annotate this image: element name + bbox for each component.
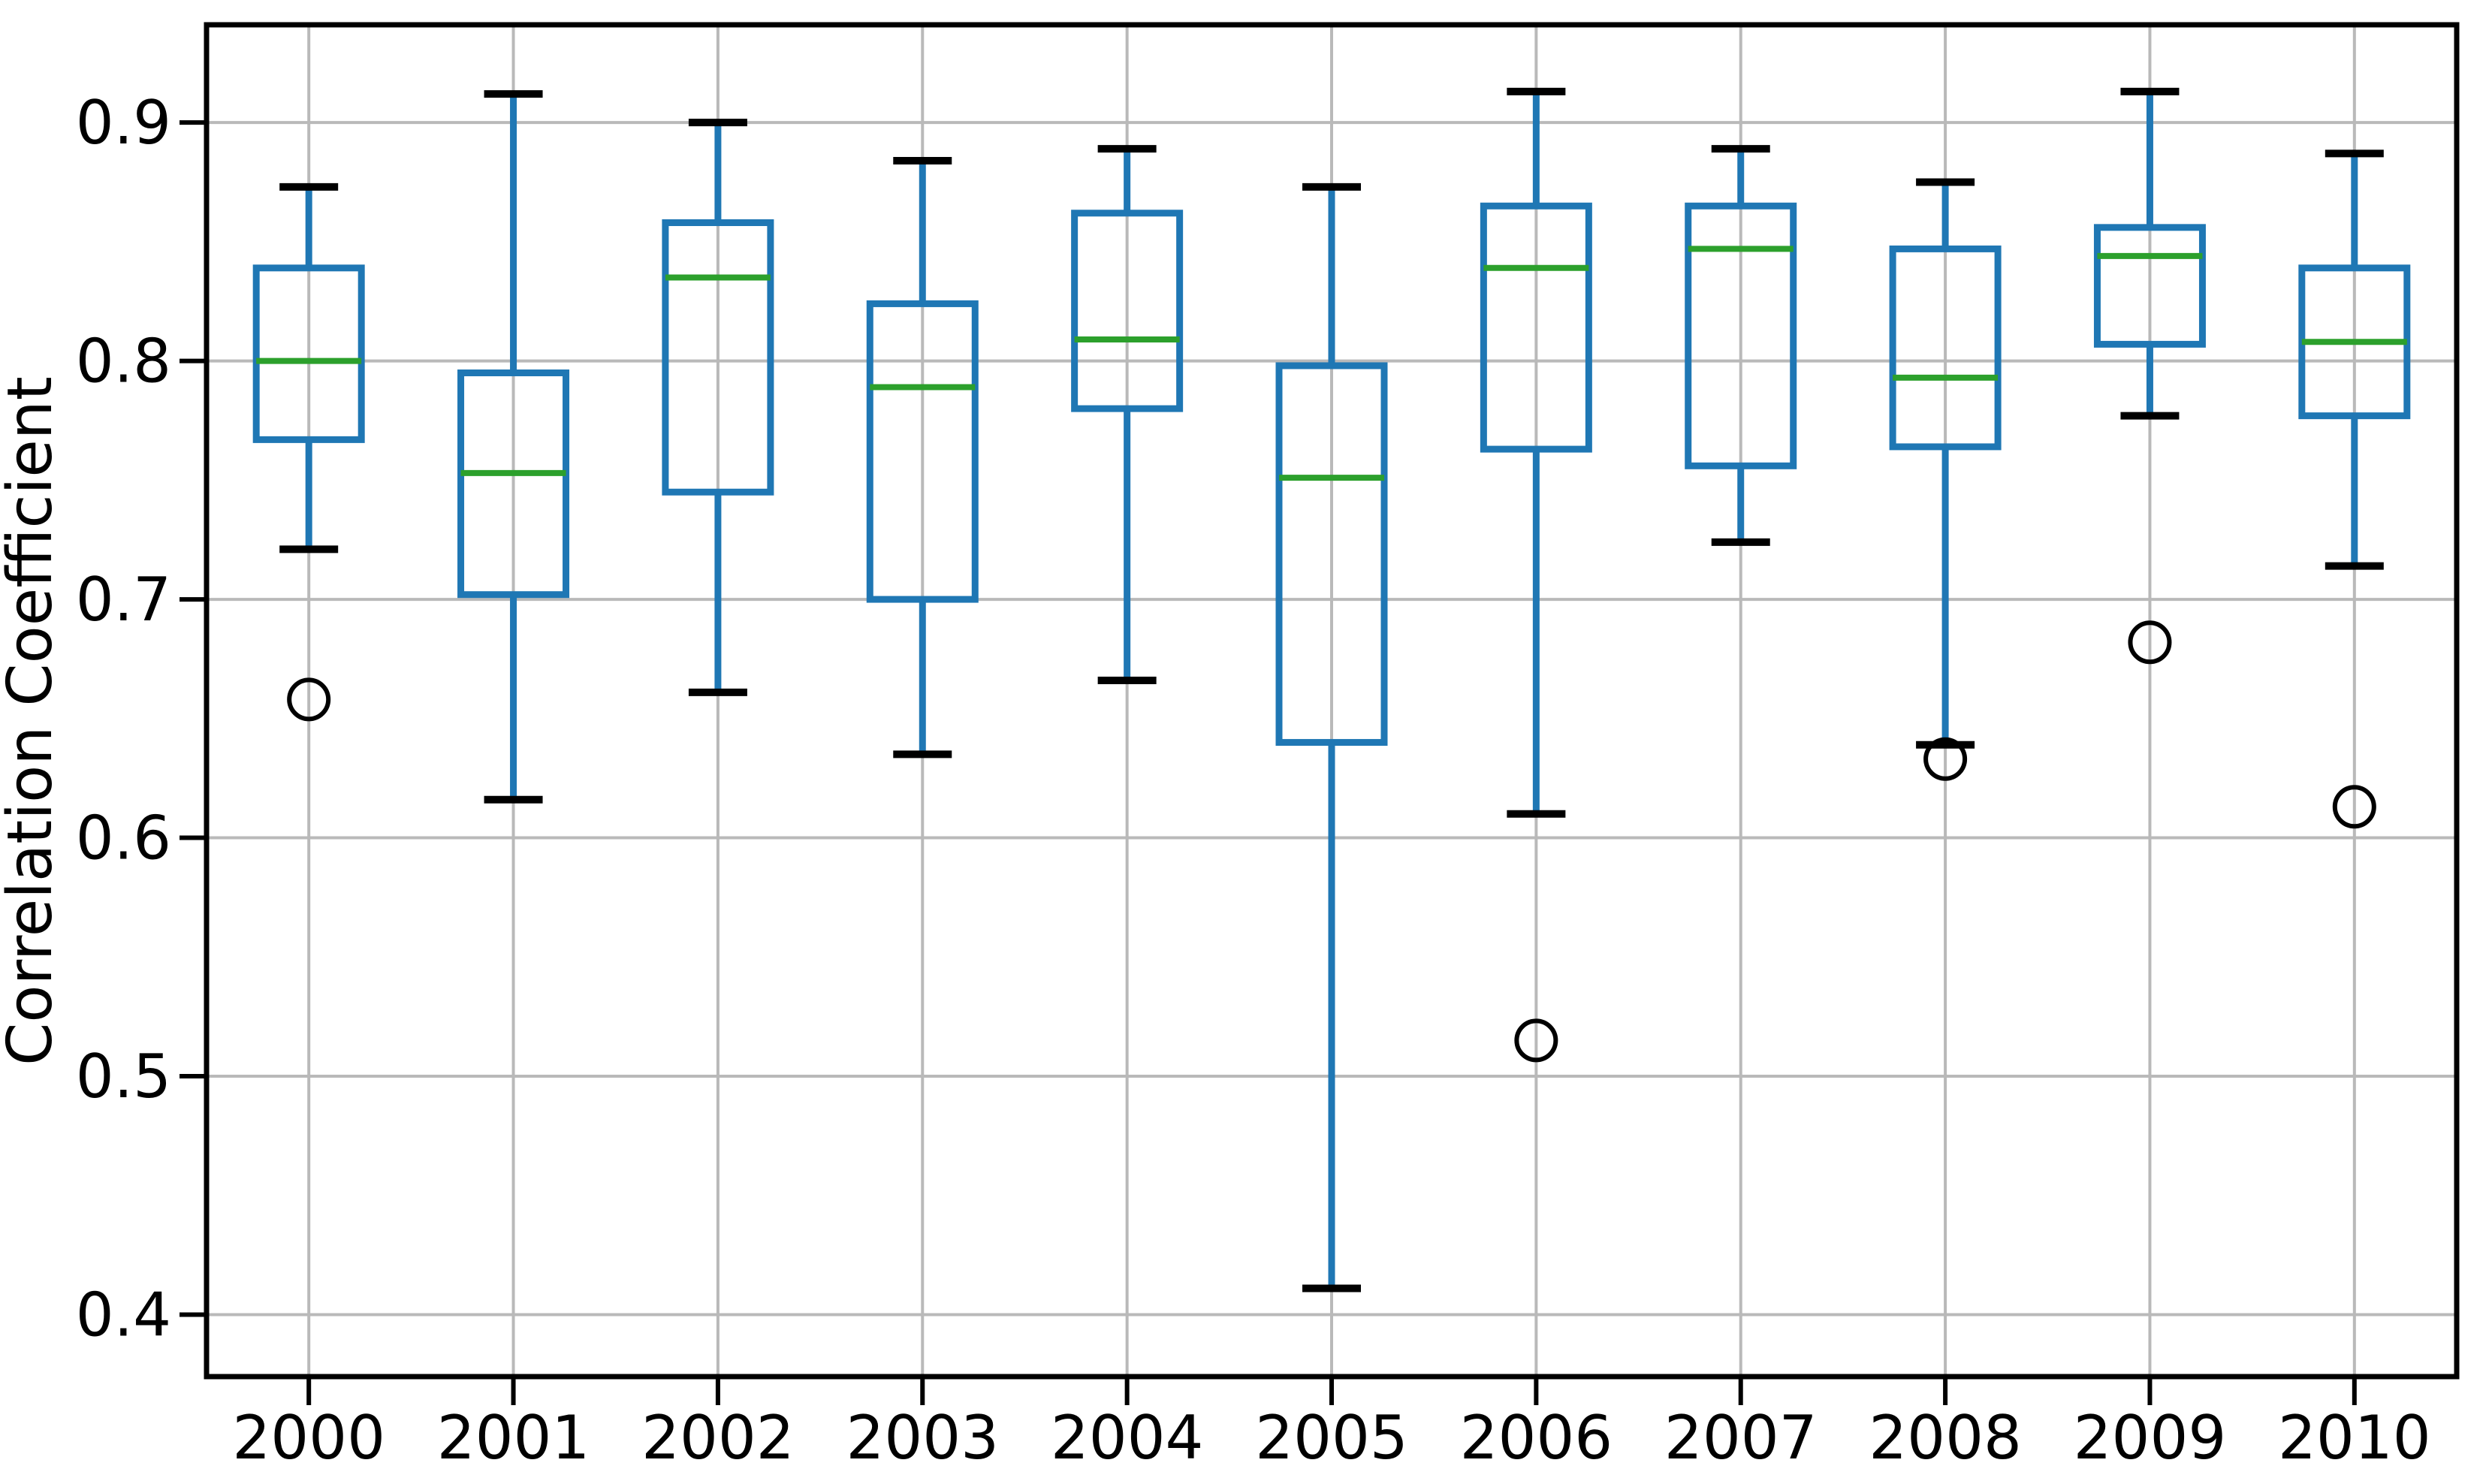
x-tick-label-2007: 2007 bbox=[1664, 1403, 1818, 1473]
box-group-2002 bbox=[662, 119, 774, 696]
x-tick-label-2005: 2005 bbox=[1255, 1403, 1408, 1473]
y-tick-label: 0.4 bbox=[76, 1280, 171, 1350]
outlier-point bbox=[2332, 785, 2376, 829]
x-tick-label-2002: 2002 bbox=[641, 1403, 795, 1473]
box-group-2003 bbox=[866, 156, 979, 759]
iqr-box bbox=[662, 219, 774, 496]
box-group-2006 bbox=[1480, 87, 1592, 1063]
iqr-box bbox=[1480, 202, 1592, 453]
iqr-box bbox=[1889, 245, 2002, 451]
outlier-point bbox=[287, 677, 331, 722]
y-tick-label: 0.6 bbox=[76, 804, 171, 873]
iqr-box bbox=[866, 300, 979, 603]
box-group-2000 bbox=[252, 182, 365, 722]
y-axis-label: Correlation Coefficient bbox=[0, 376, 66, 1066]
x-tick-label-2010: 2010 bbox=[2278, 1403, 2431, 1473]
box-group-2001 bbox=[457, 90, 570, 804]
iqr-box bbox=[2093, 224, 2206, 348]
box-group-2009 bbox=[2093, 87, 2206, 665]
box-group-2004 bbox=[1071, 145, 1184, 685]
box-group-2008 bbox=[1889, 178, 2002, 781]
x-tick-label-2003: 2003 bbox=[846, 1403, 999, 1473]
box-group-2010 bbox=[2298, 149, 2411, 829]
box-group-2007 bbox=[1685, 145, 1797, 546]
iqr-box bbox=[1275, 362, 1388, 747]
y-tick-label: 0.5 bbox=[76, 1042, 171, 1111]
x-tick-label-2008: 2008 bbox=[1869, 1403, 2022, 1473]
iqr-box bbox=[1685, 202, 1797, 469]
x-tick-label-2006: 2006 bbox=[1460, 1403, 1613, 1473]
x-tick-label-2004: 2004 bbox=[1051, 1403, 1204, 1473]
x-tick-label-2009: 2009 bbox=[2074, 1403, 2227, 1473]
iqr-box bbox=[1071, 210, 1184, 412]
x-tick-label-2000: 2000 bbox=[232, 1403, 385, 1473]
y-tick-label: 0.7 bbox=[76, 565, 171, 635]
y-tick-label: 0.9 bbox=[76, 88, 171, 158]
outlier-point bbox=[2128, 620, 2172, 665]
outlier-point bbox=[1923, 737, 1968, 781]
iqr-box bbox=[457, 369, 570, 599]
box-group-2005 bbox=[1275, 182, 1388, 1292]
outlier-point bbox=[1514, 1018, 1558, 1063]
x-tick-label-2001: 2001 bbox=[437, 1403, 590, 1473]
y-tick-label: 0.8 bbox=[76, 327, 171, 397]
iqr-box bbox=[252, 264, 365, 443]
